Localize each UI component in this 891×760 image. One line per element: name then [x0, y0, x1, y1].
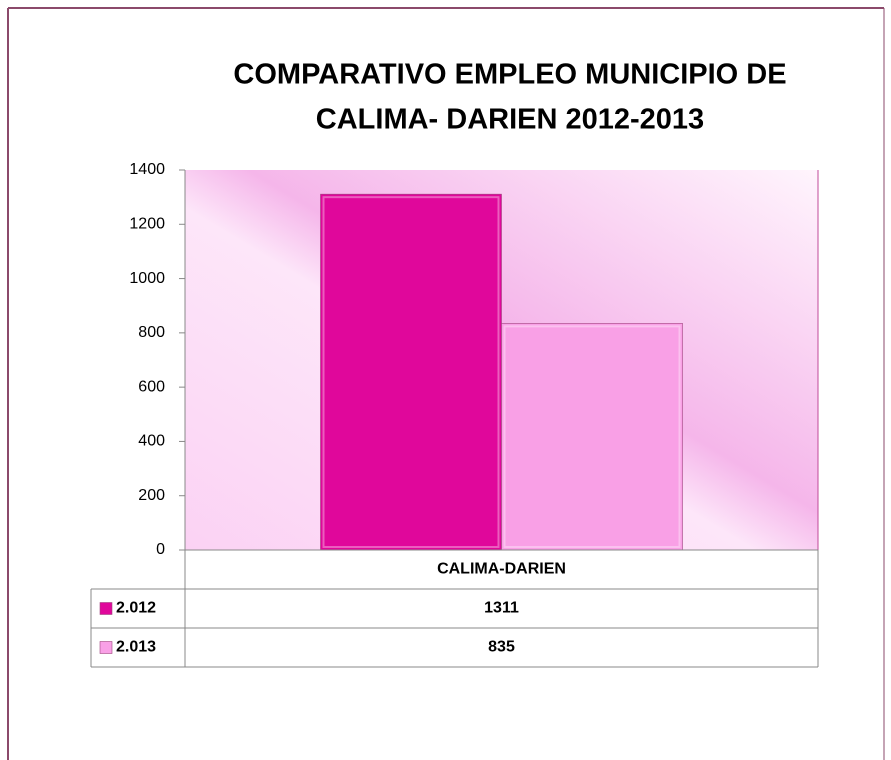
y-tick-label: 800 [138, 324, 165, 341]
x-tick-label: CALIMA-DARIEN [437, 561, 566, 578]
table-value: 835 [488, 639, 515, 656]
y-tick-label: 1200 [129, 216, 165, 233]
legend-key [99, 602, 113, 615]
bar [320, 193, 502, 551]
chart-title: COMPARATIVO EMPLEO MUNICIPIO DE [233, 59, 786, 91]
table-value: 1311 [484, 600, 519, 617]
chart-title: CALIMA- DARIEN 2012-2013 [316, 104, 704, 136]
y-tick-label: 1000 [129, 270, 165, 287]
legend-label: 2.013 [116, 639, 156, 656]
y-tick-label: 0 [156, 541, 165, 558]
legend-key [99, 641, 113, 654]
bar-bevel [503, 325, 681, 548]
bar [501, 323, 683, 551]
y-tick-label: 400 [138, 433, 165, 450]
y-tick-label: 600 [138, 378, 165, 395]
y-tick-label: 200 [138, 487, 165, 504]
y-tick-label: 1400 [129, 161, 165, 178]
bar-bevel [322, 196, 500, 549]
legend-label: 2.012 [116, 600, 156, 617]
